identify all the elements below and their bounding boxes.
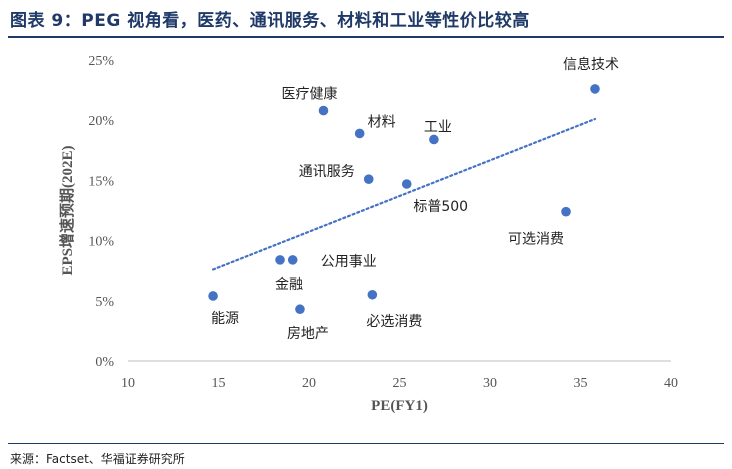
y-tick-label: 20%	[88, 114, 114, 129]
y-tick-label: 25%	[88, 54, 114, 69]
point-label: 工业	[424, 119, 452, 135]
point-label: 房地产	[287, 326, 329, 342]
data-point	[354, 128, 365, 139]
y-tick-label: 15%	[88, 174, 114, 189]
x-axis-label: PE(FY1)	[371, 398, 428, 414]
source-note: 来源：Factset、华福证券研究所	[10, 452, 185, 466]
point-label: 医疗健康	[281, 86, 337, 103]
point-label: 信息技术	[563, 56, 619, 73]
data-point	[363, 174, 374, 184]
data-point	[318, 105, 329, 116]
data-point	[295, 304, 305, 315]
trendline	[211, 117, 597, 271]
x-tick-label: 10	[121, 376, 135, 391]
title-divider	[8, 36, 724, 38]
data-point	[590, 84, 600, 94]
point-label: 标普500	[413, 199, 468, 215]
point-label: 公用事业	[321, 254, 377, 270]
data-point	[208, 291, 218, 301]
data-point	[401, 179, 412, 189]
figure-title: 图表 9：PEG 视角看，医药、通讯服务、材料和工业等性价比较高	[10, 11, 530, 31]
y-tick-label: 10%	[88, 235, 114, 250]
point-label: 材料	[368, 114, 396, 130]
y-tick-label: 5%	[95, 295, 114, 310]
x-tick-label: 20	[302, 376, 316, 391]
scatter-chart: 10 15 20 25 30 35 40 0% 5% 10% 15% 20% 25% 信息技术医疗健康材…	[58, 54, 678, 414]
point-label: 可选消费	[508, 232, 564, 248]
x-tick-label: 35	[574, 376, 588, 391]
x-tick-label: 30	[483, 376, 497, 391]
data-point	[287, 255, 298, 265]
point-label: 必选消费	[366, 314, 422, 330]
y-axis-label: EPS增速预期(202E)	[58, 145, 76, 275]
x-tick-label: 25	[393, 376, 407, 391]
x-tick-label: 40	[664, 376, 678, 391]
axes-group: 10 15 20 25 30 35 40 0% 5% 10% 15% 20% 25%	[88, 54, 678, 391]
data-point	[367, 289, 378, 300]
data-point	[275, 255, 285, 265]
point-label: 金融	[275, 277, 303, 293]
x-tick-label: 15	[212, 376, 226, 391]
point-label: 通讯服务	[299, 164, 355, 180]
data-point	[561, 206, 571, 217]
point-label: 能源	[211, 311, 239, 327]
y-tick-label: 0%	[95, 355, 114, 370]
footer-divider	[8, 443, 724, 444]
data-point	[429, 134, 439, 145]
